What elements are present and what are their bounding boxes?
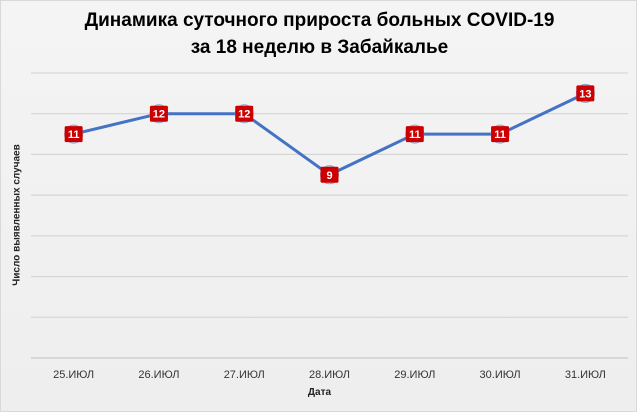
x-tick-label: 29.ИЮЛ xyxy=(394,369,435,381)
x-tick-label: 30.ИЮЛ xyxy=(480,369,521,381)
chart-title-line-1: Динамика суточного прироста больных COVI… xyxy=(84,10,555,31)
data-label-box xyxy=(320,166,339,183)
data-label-box xyxy=(149,105,168,122)
data-label-box xyxy=(576,85,595,102)
x-tick-label: 28.ИЮЛ xyxy=(309,369,350,381)
x-tick-label: 26.ИЮЛ xyxy=(138,369,179,381)
x-tick-label: 31.ИЮЛ xyxy=(565,369,606,381)
data-label: 13 xyxy=(579,88,591,100)
data-label: 9 xyxy=(326,170,332,182)
data-label: 11 xyxy=(494,129,506,141)
x-tick-label: 25.ИЮЛ xyxy=(53,369,94,381)
data-label: 11 xyxy=(68,129,80,141)
data-label: 12 xyxy=(238,109,250,121)
data-label: 11 xyxy=(409,129,421,141)
chart-title: Динамика суточного прироста больных COVI… xyxy=(1,7,637,61)
chart-title-line-2: за 18 неделю в Забайкалье xyxy=(190,37,449,58)
data-label-box xyxy=(491,126,510,143)
x-axis-label: Дата xyxy=(307,387,332,398)
data-label-box xyxy=(235,105,254,122)
data-label-box xyxy=(405,126,424,143)
x-tick-label: 27.ИЮЛ xyxy=(224,369,265,381)
data-label: 12 xyxy=(153,109,165,121)
data-label-box xyxy=(64,126,83,143)
y-axis-label: Число выявленных случаев xyxy=(11,144,23,286)
